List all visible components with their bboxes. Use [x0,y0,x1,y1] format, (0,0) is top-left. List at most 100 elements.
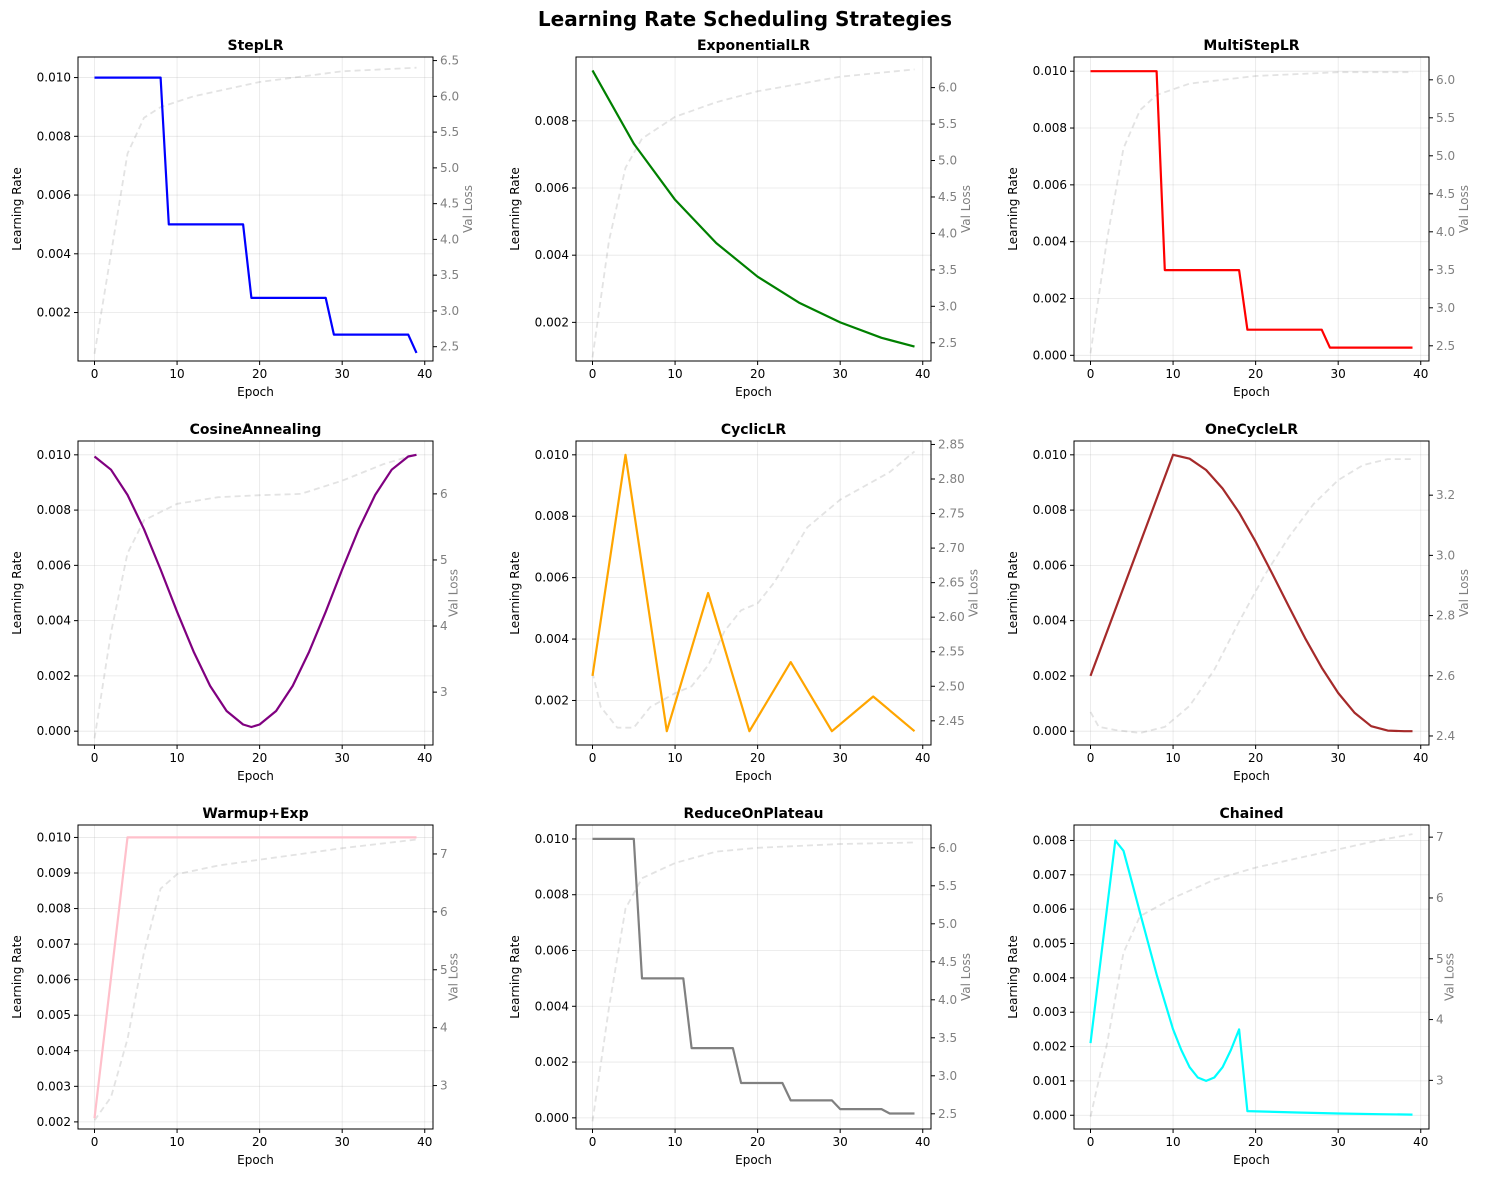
y-tick-label: 0.001 [1033,1074,1067,1088]
x-tick-label: 30 [833,367,848,381]
learning-rate-line [591,453,916,733]
y-tick-label: 0.006 [535,571,569,585]
y-tick-label: 0.006 [1033,178,1067,192]
subplot-multisteplr: 0 10 20 30 40 0.000 0.002 0.004 0.006 0.008 0.010 2… [1006,38,1471,399]
x-axis-label: Epoch [1233,385,1270,399]
y-tick-label: 0.002 [1033,669,1067,683]
x-tick-label: 10 [667,751,682,765]
y2-tick-label: 6.0 [1436,73,1455,87]
y2-tick-label: 5 [1436,952,1444,966]
x-tick-label: 10 [1165,1135,1180,1149]
y2-tick-label: 4.5 [938,190,957,204]
x-tick-label: 0 [1087,367,1095,381]
y2-tick-label: 6 [440,905,448,919]
y-tick-label: 0.004 [37,247,71,261]
x-axis-label: Epoch [735,1153,772,1167]
y2-tick-label: 4.5 [938,955,957,969]
x-tick-label: 30 [1331,751,1346,765]
x-tick-label: 20 [252,751,267,765]
y2-axis-label: Val Loss [446,953,460,1001]
y-tick-label: 0.004 [1033,971,1067,985]
y-tick-label: 0.006 [535,181,569,195]
y2-axis-label: Val Loss [1457,569,1471,617]
x-tick-label: 40 [417,1135,432,1149]
y2-axis-label: Val Loss [1457,185,1471,233]
x-tick-label: 0 [91,367,99,381]
y-tick-label: 0.003 [1033,1005,1067,1019]
x-tick-label: 10 [1165,367,1180,381]
y2-tick-label: 3.5 [938,1031,957,1045]
figure-title: Learning Rate Scheduling Strategies [538,7,952,31]
y-tick-label: 0.006 [37,188,71,202]
y2-tick-label: 6.0 [938,841,957,855]
y-axis-label: Learning Rate [1006,935,1020,1018]
x-axis-label: Epoch [1233,769,1270,783]
y2-tick-label: 3.0 [938,299,957,313]
y-tick-label: 0.007 [37,937,71,951]
y2-axis-label: Val Loss [461,185,475,233]
y-tick-label: 0.008 [1033,833,1067,847]
y2-tick-label: 2.5 [938,336,957,350]
x-tick-label: 10 [667,1135,682,1149]
x-tick-label: 10 [169,751,184,765]
learning-rate-line [94,76,418,354]
subplot-title: ExponentialLR [697,38,810,54]
y2-tick-label: 6.5 [440,54,459,68]
axes-frame [1073,824,1430,1130]
x-tick-label: 0 [1087,1135,1095,1149]
x-tick-label: 0 [589,1135,597,1149]
x-tick-label: 20 [750,751,765,765]
y2-tick-label: 2.4 [1436,729,1455,743]
y-axis-label: Learning Rate [1006,167,1020,250]
x-tick-label: 40 [915,367,930,381]
subplot-chained: 0 10 20 30 40 0.000 0.001 0.002 0.003 0.004 0.005 0… [1006,806,1456,1167]
axes-frame [575,824,932,1130]
x-tick-label: 30 [833,751,848,765]
x-axis-label: Epoch [237,385,274,399]
y2-tick-label: 5.0 [1436,149,1455,163]
val-loss-line [591,450,916,729]
learning-rate-line [1089,839,1413,1116]
x-tick-label: 40 [1413,1135,1428,1149]
y-tick-label: 0.004 [535,248,569,262]
y2-tick-label: 4 [440,619,448,633]
x-tick-label: 10 [169,367,184,381]
x-tick-label: 40 [417,367,432,381]
y-tick-label: 0.000 [1033,348,1067,362]
y2-tick-label: 4.0 [440,232,459,246]
x-axis-label: Epoch [735,385,772,399]
x-tick-label: 20 [252,1135,267,1149]
subplot-title: CosineAnnealing [190,422,322,438]
y2-tick-label: 2.8 [1436,609,1455,623]
y2-tick-label: 4.0 [938,993,957,1007]
x-tick-label: 40 [915,1135,930,1149]
y-tick-label: 0.002 [535,1055,569,1069]
y-tick-label: 0.002 [535,693,569,707]
val-loss-line [1089,833,1413,1117]
axes-frame [1073,56,1430,362]
x-tick-label: 0 [91,751,99,765]
subplot-cycliclr: 0 10 20 30 40 0.002 0.004 0.006 0.008 0.010 2.45 2.… [508,422,981,783]
learning-rate-line [1090,70,1413,349]
subplot-title: Chained [1220,806,1284,822]
axes-frame [575,440,932,746]
x-axis-label: Epoch [237,1153,274,1167]
y2-tick-label: 3.0 [440,304,459,318]
subplot-title: StepLR [228,38,284,54]
val-loss-line [591,841,915,1122]
y-tick-label: 0.002 [37,669,71,683]
y-tick-label: 0.008 [535,114,569,128]
y-axis-label: Learning Rate [10,935,24,1018]
y2-tick-label: 6 [1436,891,1444,905]
y-tick-label: 0.004 [37,1044,71,1058]
y-axis-label: Learning Rate [1006,551,1020,634]
y-tick-label: 0.006 [535,944,569,958]
learning-rate-line [93,453,417,729]
x-tick-label: 10 [667,367,682,381]
y2-tick-label: 3.0 [1436,548,1455,562]
y-tick-label: 0.010 [1033,448,1067,462]
y-tick-label: 0.010 [1033,64,1067,78]
x-tick-label: 20 [750,1135,765,1149]
y2-tick-label: 5.0 [440,161,459,175]
y-tick-label: 0.002 [37,1115,71,1129]
